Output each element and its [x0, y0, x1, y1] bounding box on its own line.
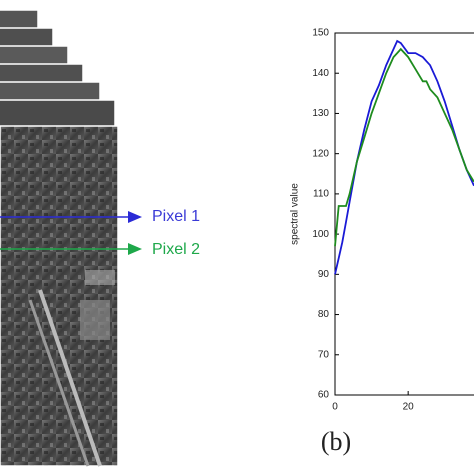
y-tick-label: 110	[313, 189, 329, 200]
y-tick-label: 150	[312, 28, 329, 39]
image-stack	[0, 9, 119, 467]
series-line	[334, 47, 474, 247]
y-axis-label: spectral value	[290, 183, 301, 245]
y-tick-label: 140	[312, 68, 329, 79]
x-tick-label: 20	[403, 402, 415, 413]
y-tick-label: 80	[318, 309, 330, 320]
y-tick-label: 70	[318, 349, 330, 360]
y-tick-label: 130	[312, 108, 329, 119]
annotation: Pixel 1	[152, 208, 200, 225]
y-tick-label: 100	[312, 229, 329, 240]
arrows	[0, 211, 142, 255]
series-line	[334, 39, 474, 275]
caption: (b)	[321, 427, 351, 456]
annotation: Pixel 2	[152, 241, 200, 258]
y-tick-label: 60	[318, 390, 330, 401]
axes-frame	[334, 32, 474, 396]
x-tick-label: 0	[332, 402, 338, 413]
y-tick-label: 120	[312, 148, 329, 159]
y-tick-label: 90	[318, 269, 330, 280]
